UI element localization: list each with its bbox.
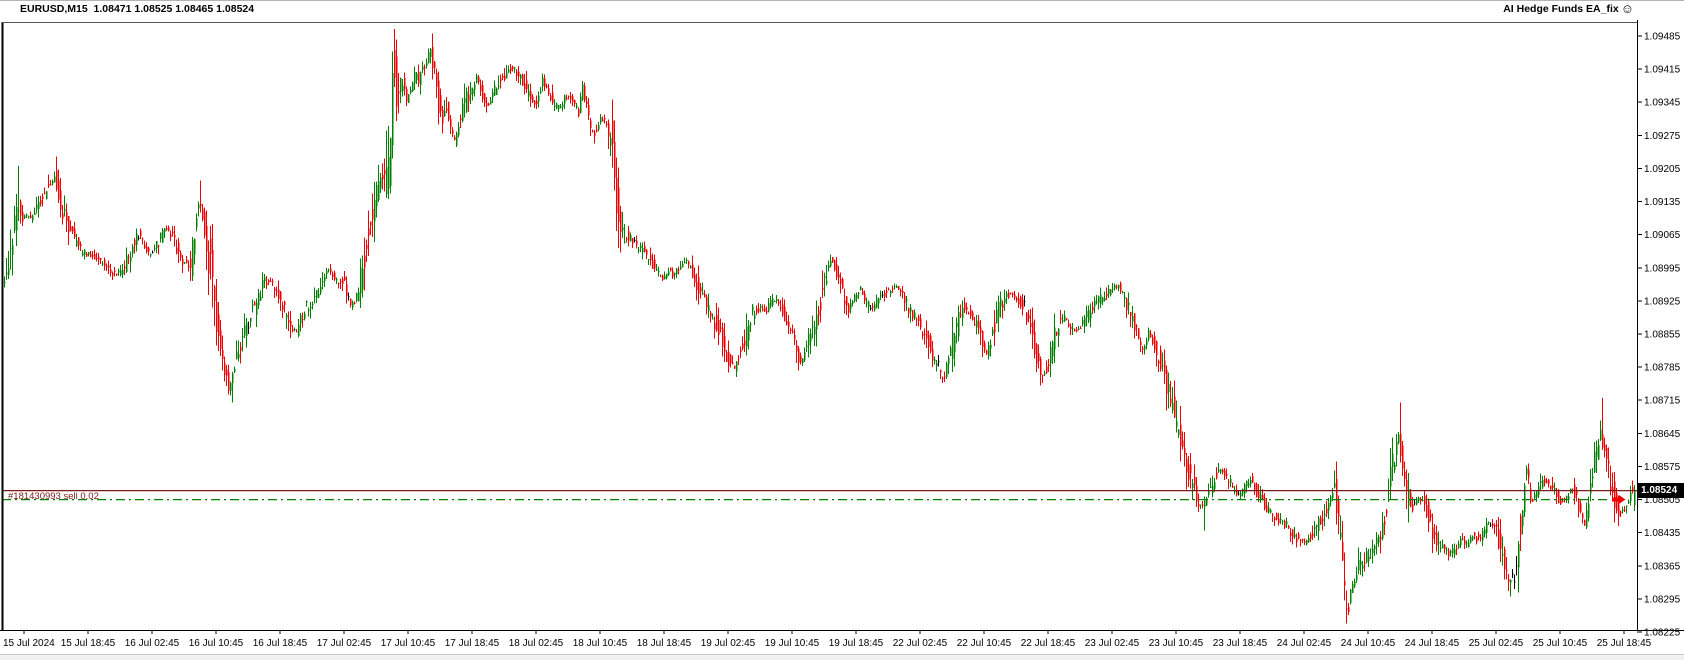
time-axis-label: 25 Jul 10:45 (1533, 638, 1588, 649)
price-axis-label: 1.09345 (1644, 98, 1681, 109)
ea-smiley-icon[interactable]: ☺ (1620, 1, 1634, 16)
time-axis-label: 25 Jul 18:45 (1597, 638, 1652, 649)
ea-name-label[interactable]: AI Hedge Funds EA_fix ☺ (1503, 1, 1634, 16)
price-axis-label: 1.09485 (1644, 32, 1681, 43)
chart-frame (0, 20, 1684, 631)
window-bottom-edge (0, 654, 1684, 660)
price-axis-label: 1.08995 (1644, 263, 1681, 274)
candles-layer (1, 28, 1636, 624)
price-axis-label: 1.08575 (1644, 462, 1681, 473)
price-axis-label: 1.08785 (1644, 363, 1681, 374)
time-axis-label: 19 Jul 10:45 (765, 638, 820, 649)
time-axis-label: 24 Jul 18:45 (1405, 638, 1460, 649)
time-axis-label: 22 Jul 18:45 (1021, 638, 1076, 649)
price-axis-label: 1.08925 (1644, 296, 1681, 307)
time-axis-label: 22 Jul 10:45 (957, 638, 1012, 649)
time-axis-label: 17 Jul 10:45 (381, 638, 436, 649)
price-axis-label: 1.08365 (1644, 561, 1681, 572)
price-axis-label: 1.08715 (1644, 396, 1681, 407)
price-axis-label: 1.09065 (1644, 230, 1681, 241)
time-axis-label: 18 Jul 18:45 (637, 638, 692, 649)
time-axis-label: 24 Jul 02:45 (1277, 638, 1332, 649)
time-axis-label: 22 Jul 02:45 (893, 638, 948, 649)
price-axis-label: 1.09135 (1644, 197, 1681, 208)
window-top-edge (0, 0, 1684, 1)
price-axis-label: 1.09275 (1644, 131, 1681, 142)
time-axis-label: 16 Jul 18:45 (253, 638, 308, 649)
symbol-ohlc-label: EURUSD,M15 1.08471 1.08525 1.08465 1.085… (20, 3, 255, 15)
price-axis[interactable]: 1.09485 1.09415 1.09345 1.09275 1.09205 1.091… (1637, 32, 1681, 639)
sell-arrow-icon (1612, 495, 1626, 505)
time-axis-label: 24 Jul 10:45 (1341, 638, 1396, 649)
sell-order-line-label[interactable]: #181430993 sell 0.02 (8, 491, 99, 502)
price-axis-label: 1.09415 (1644, 65, 1681, 76)
price-axis-label: 1.08505 (1644, 495, 1681, 506)
current-price-tag: 1.08524 (1638, 483, 1684, 498)
price-axis-label: 1.08645 (1644, 429, 1681, 440)
time-axis-label: 17 Jul 18:45 (445, 638, 500, 649)
time-axis[interactable]: 15 Jul 2024 15 Jul 18:45 16 Jul 02:45 16 Ju… (3, 630, 1652, 649)
ea-name-text: AI Hedge Funds EA_fix (1503, 3, 1619, 15)
time-axis-label: 23 Jul 10:45 (1149, 638, 1204, 649)
time-axis-label: 19 Jul 02:45 (701, 638, 756, 649)
time-axis-label: 23 Jul 02:45 (1085, 638, 1140, 649)
time-axis-label: 18 Jul 10:45 (573, 638, 628, 649)
time-axis-label: 17 Jul 02:45 (317, 638, 372, 649)
time-axis-label: 18 Jul 02:45 (509, 638, 564, 649)
price-axis-label: 1.09205 (1644, 164, 1681, 175)
time-axis-label: 15 Jul 18:45 (61, 638, 116, 649)
price-axis-label: 1.08295 (1644, 594, 1681, 605)
price-axis-label: 1.08435 (1644, 528, 1681, 539)
price-axis-label: 1.08225 (1644, 628, 1681, 639)
time-axis-label: 16 Jul 10:45 (189, 638, 244, 649)
time-axis-label: 16 Jul 02:45 (125, 638, 180, 649)
time-axis-label: 19 Jul 18:45 (829, 638, 884, 649)
time-axis-label: 15 Jul 2024 (3, 638, 55, 649)
time-axis-label: 25 Jul 02:45 (1469, 638, 1524, 649)
price-axis-label: 1.08855 (1644, 330, 1681, 341)
time-axis-label: 23 Jul 18:45 (1213, 638, 1268, 649)
